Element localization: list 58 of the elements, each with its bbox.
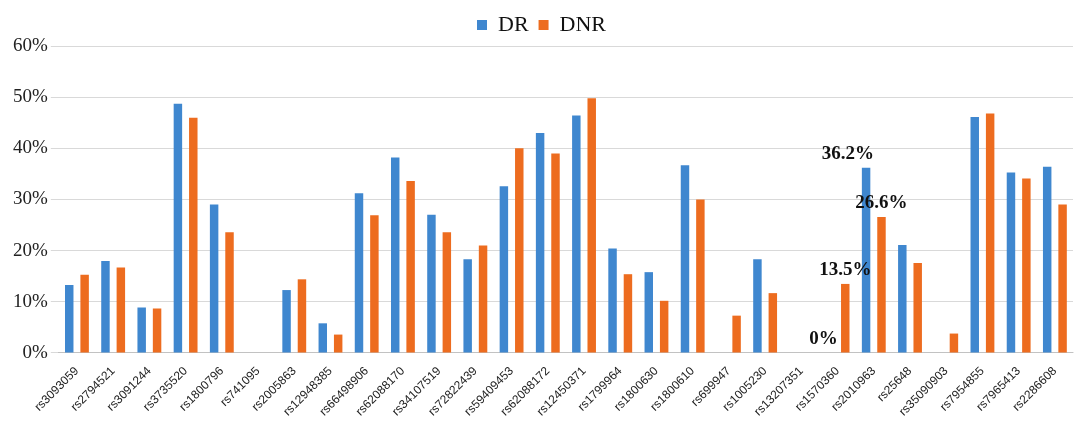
y-tick-label: 0%	[22, 340, 48, 362]
bar	[282, 290, 291, 353]
legend-label: DR	[497, 10, 529, 36]
bar	[644, 272, 653, 353]
bar	[116, 267, 126, 353]
y-tick-label: 20%	[13, 238, 48, 260]
bar	[1058, 204, 1067, 353]
bar	[390, 157, 400, 353]
bar	[949, 333, 959, 353]
bar	[80, 274, 89, 353]
bar	[101, 260, 110, 353]
bar	[173, 103, 183, 353]
bar	[898, 245, 907, 353]
bar	[354, 193, 364, 353]
bar	[463, 259, 472, 353]
bar	[406, 181, 415, 353]
bar	[499, 186, 509, 353]
bar	[65, 284, 74, 353]
bar	[297, 279, 307, 353]
bar	[659, 300, 669, 353]
y-tick-label: 50%	[13, 85, 48, 107]
bar	[1006, 172, 1016, 353]
bar	[841, 283, 850, 353]
bar	[427, 214, 436, 353]
bar	[1042, 166, 1052, 353]
legend-label: DNR	[559, 10, 607, 36]
bar	[478, 245, 488, 353]
bar	[442, 232, 452, 353]
data-label: 0%	[809, 327, 838, 349]
bar	[587, 98, 596, 353]
bar	[985, 113, 995, 353]
bar	[913, 262, 922, 353]
data-label: 36.2%	[821, 142, 875, 164]
bar	[970, 117, 979, 353]
bar	[753, 259, 762, 353]
bar	[696, 199, 705, 353]
bar	[877, 216, 886, 353]
y-tick-label: 40%	[13, 136, 48, 158]
bar	[535, 132, 545, 353]
bar	[680, 165, 690, 353]
bar	[152, 308, 162, 353]
bar	[572, 115, 581, 353]
bar	[189, 117, 198, 353]
bar	[370, 215, 379, 353]
bar	[551, 153, 560, 353]
y-tick-label: 30%	[13, 187, 48, 209]
bar	[608, 248, 617, 353]
bar	[318, 323, 328, 353]
bar	[768, 293, 778, 353]
bar	[732, 315, 741, 353]
bar	[225, 232, 234, 353]
bar	[209, 204, 219, 353]
bar	[515, 148, 524, 353]
bar	[137, 307, 146, 353]
y-tick-label: 60%	[13, 33, 48, 55]
bar	[1022, 178, 1031, 353]
y-tick-label: 10%	[13, 289, 48, 311]
bar	[623, 274, 633, 353]
